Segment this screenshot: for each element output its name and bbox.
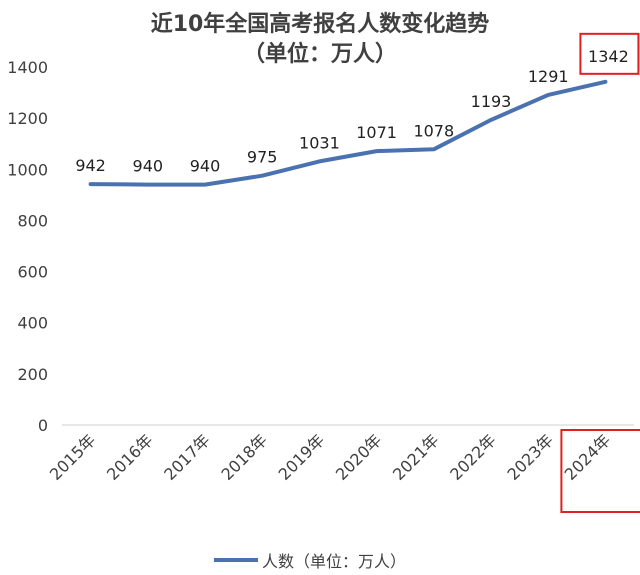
y-tick-label: 800 (17, 211, 48, 230)
x-tick-label: 2017年 (160, 430, 214, 484)
x-tick-label: 2024年 (561, 430, 615, 484)
y-tick-label: 1400 (7, 58, 48, 77)
x-tick-label: 2022年 (446, 430, 500, 484)
highlight-box-category (560, 429, 640, 513)
legend-label: 人数（单位：万人） (262, 552, 407, 571)
x-tick-label: 2016年 (103, 430, 157, 484)
data-label: 940 (190, 157, 221, 176)
x-tick-label: 2018年 (217, 430, 271, 484)
chart-title: 近10年全国高考报名人数变化趋势 (150, 12, 490, 37)
y-tick-label: 400 (17, 314, 48, 333)
x-tick-label: 2021年 (389, 430, 443, 484)
data-label: 1342 (588, 47, 629, 66)
series-line (88, 79, 608, 187)
legend: 人数（单位：万人） (214, 548, 406, 572)
data-label: 940 (133, 157, 164, 176)
data-label: 975 (247, 148, 278, 167)
y-axis: 0 200 400 600 800 1000 1200 1400 (7, 58, 634, 435)
data-label: 1078 (413, 121, 454, 140)
y-tick-label: 200 (17, 365, 48, 384)
y-tick-label: 600 (17, 263, 48, 282)
legend-line-swatch (214, 558, 258, 562)
y-tick-label: 0 (38, 416, 48, 435)
data-label: 1291 (528, 67, 569, 86)
x-tick-label: 2019年 (275, 430, 329, 484)
data-label: 1031 (299, 133, 340, 152)
chart-subtitle: （单位：万人） (242, 42, 397, 67)
x-axis: 2015年 2016年 2017年 2018年 2019年 2020年 2021年 2022年… (46, 430, 614, 484)
data-label: 942 (75, 156, 106, 175)
highlight-boxes (560, 32, 640, 513)
series-layer (88, 79, 608, 187)
data-label: 1193 (471, 92, 512, 111)
x-tick-label: 2020年 (332, 430, 386, 484)
highlight-box-value (579, 32, 640, 75)
data-labels: 942 940 940 975 1031 1071 1078 1193 1291 1342 (75, 47, 628, 176)
data-label: 1071 (356, 123, 397, 142)
y-tick-label: 1200 (7, 109, 48, 128)
x-tick-label: 2015年 (46, 430, 100, 484)
x-tick-label: 2023年 (503, 430, 557, 484)
y-tick-label: 1000 (7, 160, 48, 179)
